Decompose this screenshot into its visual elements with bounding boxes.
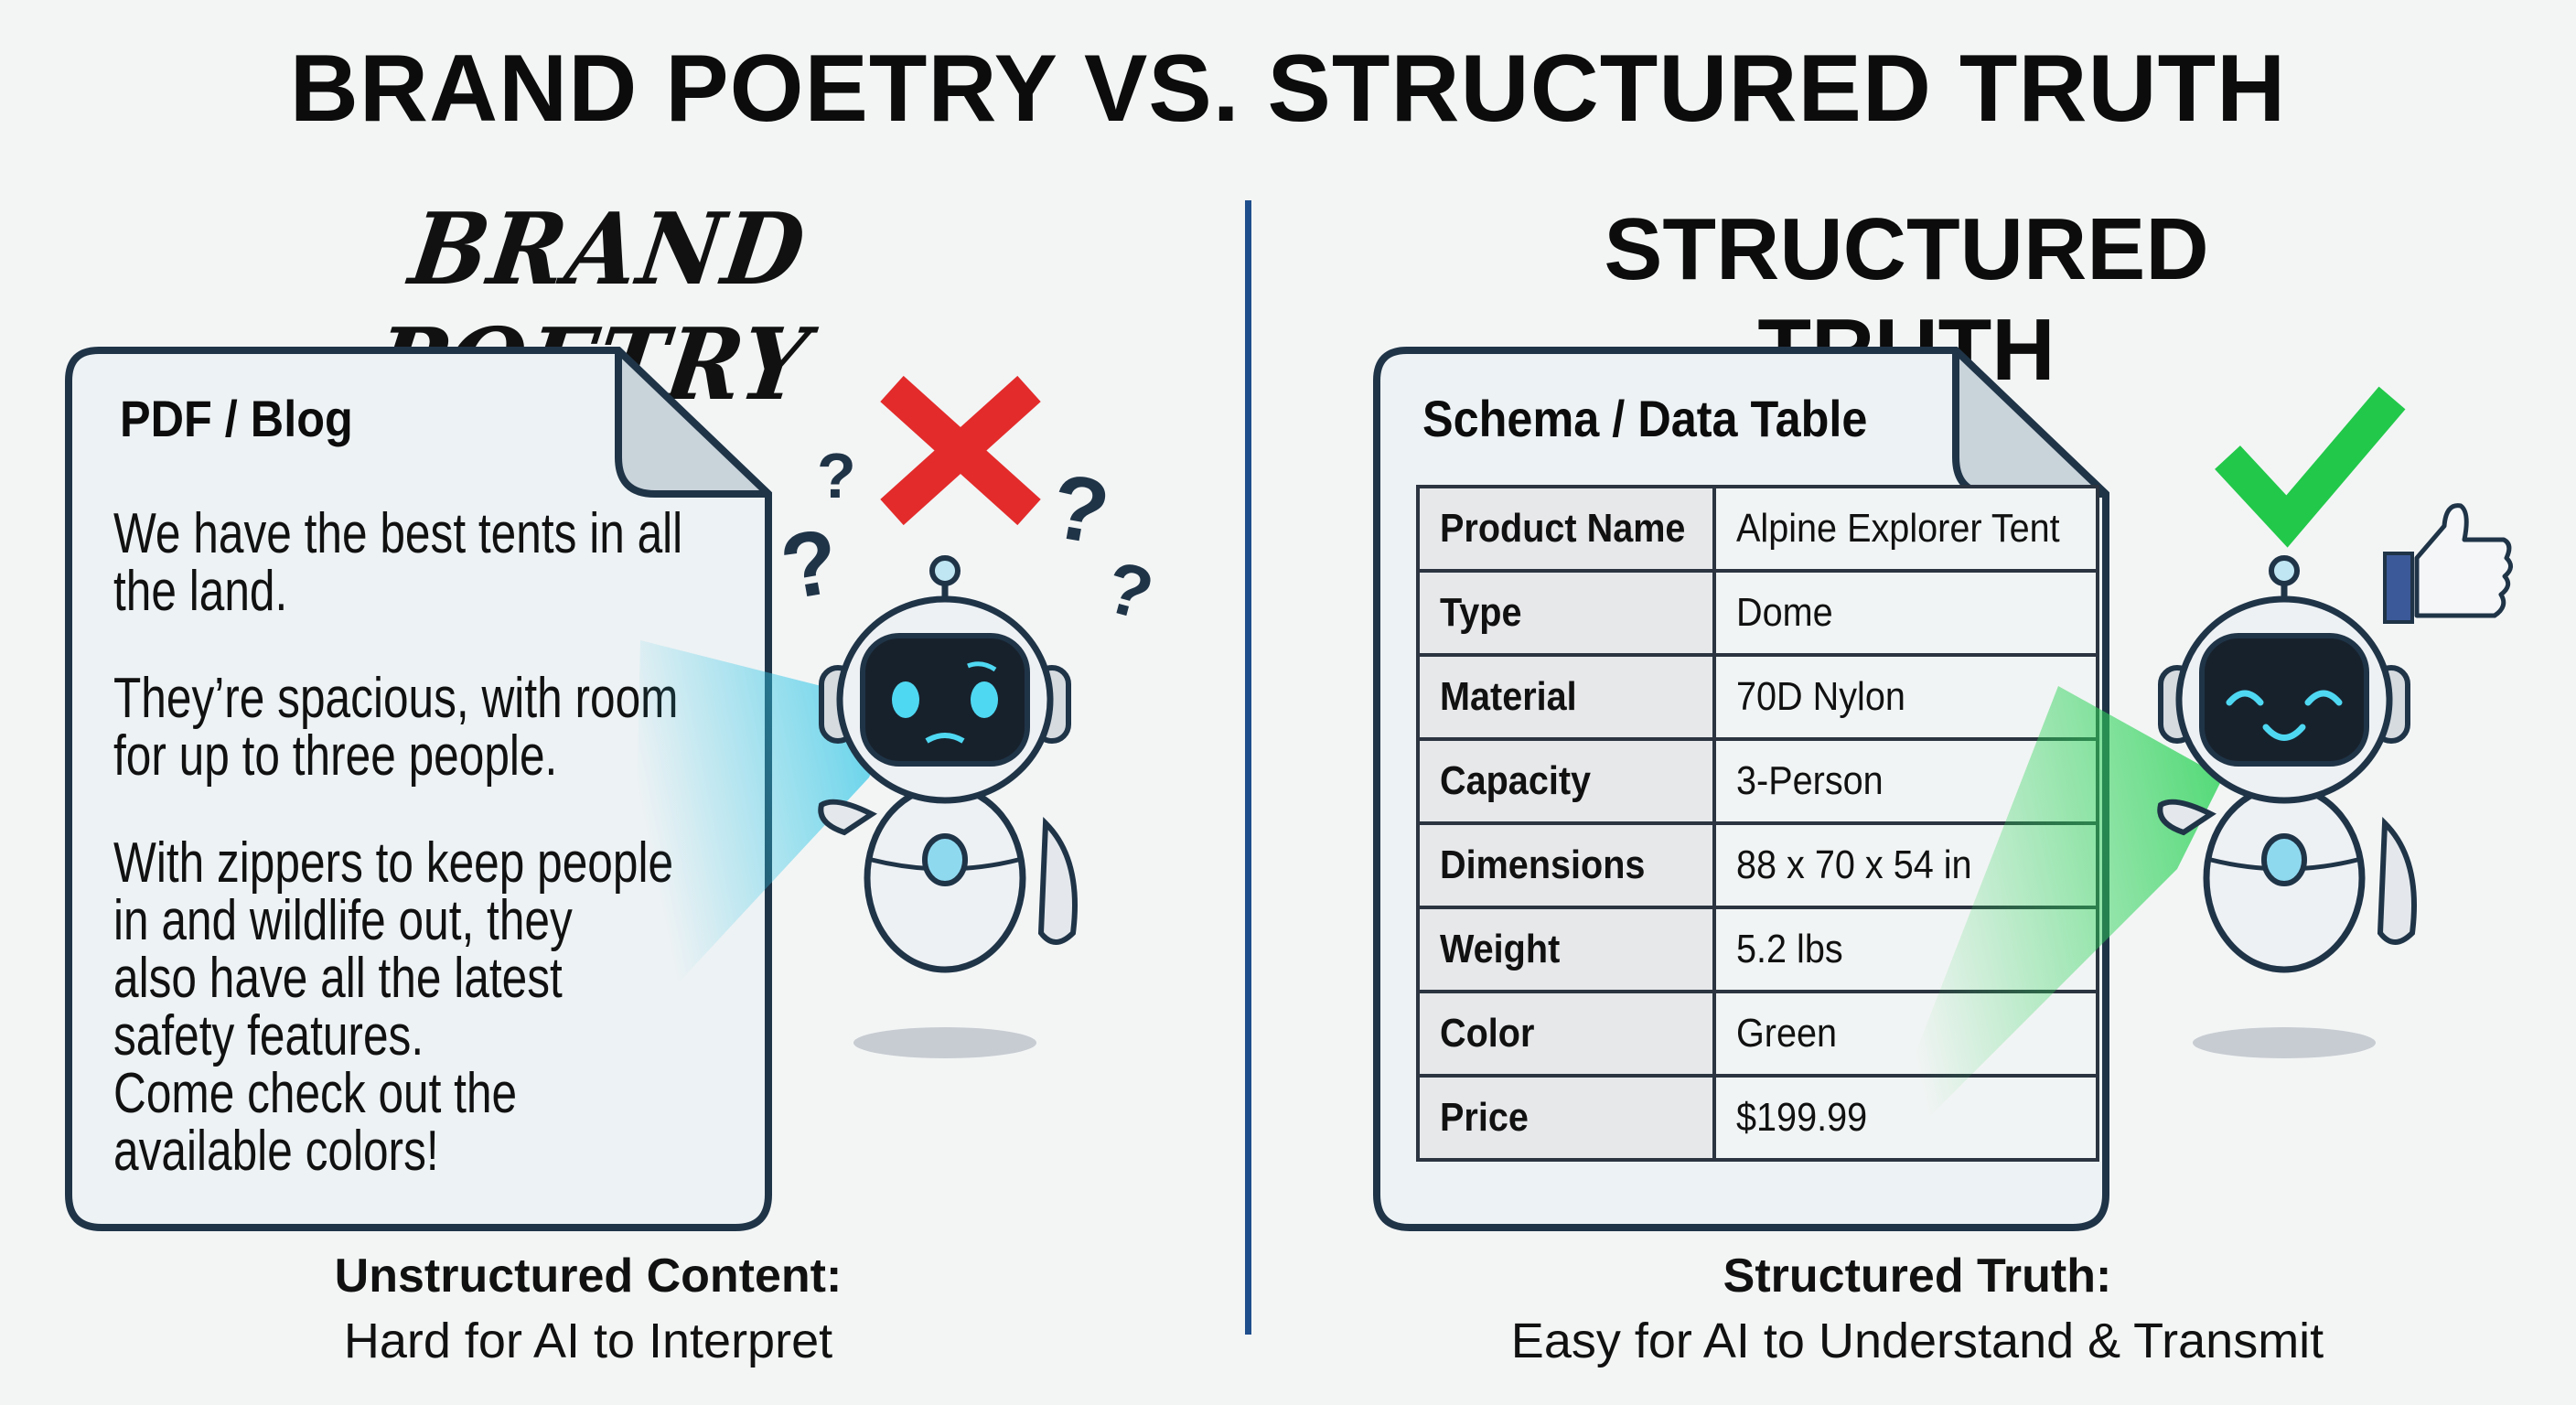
left-caption-title: Unstructured Content: [334, 1249, 843, 1303]
product-data-table: Product Name Alpine Explorer Tent Type Dome… [1415, 485, 2100, 1162]
main-title: BRAND POETRY VS. STRUCTURED TRUTH [289, 36, 2287, 142]
left-caption-text: Hard for AI to Interpret [343, 1314, 833, 1368]
right-caption-text: Easy for AI to Understand & Transmit [1510, 1314, 2324, 1368]
field-name: Material [1440, 674, 1577, 719]
divider [1245, 200, 1251, 1335]
table-row: Capacity 3-Person [1415, 737, 2100, 825]
field-value: 5.2 lbs [1736, 927, 1843, 971]
poetry-line: safety features. [113, 1004, 424, 1067]
table-key-cell: Weight [1415, 906, 1717, 993]
right-caption: Structured Truth: Easy for AI to Underst… [1506, 1249, 2329, 1369]
table-row: Dimensions 88 x 70 x 54 in [1415, 821, 2100, 909]
poetry-line: Come check out the [113, 1062, 518, 1125]
table-row: Weight 5.2 lbs [1415, 906, 2100, 993]
thumbs-up-icon [2383, 503, 2513, 624]
table-key-cell: Dimensions [1415, 821, 1717, 909]
happy-robot-icon [2157, 555, 2417, 1058]
table-row: Price $199.99 [1415, 1074, 2100, 1162]
table-value-cell: 88 x 70 x 54 in [1712, 821, 2100, 909]
brand-poetry-text: We have the best tents in all the land. Th… [113, 505, 682, 1229]
confused-robot-icon [818, 555, 1078, 1058]
table-key-cell: Capacity [1415, 737, 1717, 825]
table-row: Product Name Alpine Explorer Tent [1415, 485, 2100, 573]
poetry-line: also have all the latest [113, 947, 563, 1010]
right-heading: STRUCTURED TRUTH [1604, 200, 2209, 399]
poetry-line: available colors! [113, 1120, 439, 1183]
left-caption: Unstructured Content: Hard for AI to Int… [177, 1249, 1000, 1369]
right-caption-title: Structured Truth: [1723, 1249, 2112, 1303]
field-value: 3-Person [1736, 758, 1884, 803]
poetry-paragraph: We have the best tents in all the land. [113, 505, 682, 620]
table-value-cell: Dome [1712, 569, 2100, 657]
field-value: 88 x 70 x 54 in [1736, 842, 1972, 887]
poetry-line: They’re spacious, with room [113, 667, 679, 730]
poetry-paragraph: They’re spacious, with room for up to thr… [113, 670, 682, 785]
poetry-line: With zippers to keep people [113, 831, 674, 895]
poetry-line: for up to three people. [113, 724, 558, 788]
table-value-cell: Green [1712, 990, 2100, 1078]
table-key-cell: Material [1415, 653, 1717, 741]
question-mark-icon: ? [817, 440, 856, 511]
field-value: Alpine Explorer Tent [1736, 506, 2060, 551]
table-key-cell: Product Name [1415, 485, 1717, 573]
poetry-paragraph: With zippers to keep people in and wildli… [113, 834, 682, 1065]
table-key-cell: Price [1415, 1074, 1717, 1162]
field-name: Type [1440, 590, 1522, 635]
red-x-icon [880, 375, 1041, 526]
field-value: Dome [1736, 590, 1833, 635]
poetry-line: the land. [113, 560, 288, 623]
left-document-icon [65, 347, 772, 1231]
field-name: Product Name [1440, 506, 1686, 551]
field-value: 70D Nylon [1736, 674, 1906, 719]
green-check-icon [2215, 386, 2406, 548]
right-doc-title: Schema / Data Table [1422, 390, 1868, 447]
table-value-cell: 5.2 lbs [1712, 906, 2100, 993]
table-key-cell: Type [1415, 569, 1717, 657]
left-doc-title: PDF / Blog [120, 390, 353, 447]
table-value-cell: 3-Person [1712, 737, 2100, 825]
field-value: Green [1736, 1011, 1838, 1056]
table-key-cell: Color [1415, 990, 1717, 1078]
table-row: Color Green [1415, 990, 2100, 1078]
field-name: Weight [1440, 927, 1561, 971]
field-name: Color [1440, 1011, 1535, 1056]
field-name: Capacity [1440, 758, 1592, 803]
field-name: Dimensions [1440, 842, 1646, 887]
poetry-line: in and wildlife out, they [113, 889, 573, 952]
field-name: Price [1440, 1095, 1529, 1140]
field-value: $199.99 [1736, 1095, 1868, 1140]
poetry-line: We have the best tents in all [113, 502, 683, 565]
table-row: Type Dome [1415, 569, 2100, 657]
poetry-paragraph: Come check out the available colors! [113, 1065, 682, 1180]
table-row: Material 70D Nylon [1415, 653, 2100, 741]
table-value-cell: 70D Nylon [1712, 653, 2100, 741]
table-value-cell: $199.99 [1712, 1074, 2100, 1162]
table-value-cell: Alpine Explorer Tent [1712, 485, 2100, 573]
